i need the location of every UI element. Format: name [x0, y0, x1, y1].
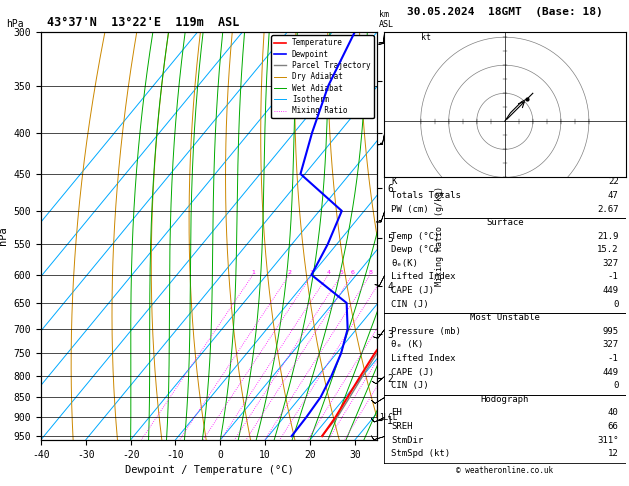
Y-axis label: hPa: hPa: [0, 226, 8, 245]
Text: 327: 327: [603, 259, 618, 268]
Y-axis label: Mixing Ratio  (g/kg): Mixing Ratio (g/kg): [435, 186, 443, 286]
Text: PW (cm): PW (cm): [391, 205, 428, 213]
Text: 47: 47: [608, 191, 618, 200]
Text: hPa: hPa: [6, 19, 24, 29]
Text: -1: -1: [608, 273, 618, 281]
Text: -1: -1: [608, 354, 618, 363]
Text: Pressure (mb): Pressure (mb): [391, 327, 461, 336]
Text: CIN (J): CIN (J): [391, 381, 428, 390]
Text: 2: 2: [287, 270, 291, 275]
Text: 5: 5: [340, 270, 343, 275]
Text: Temp (°C): Temp (°C): [391, 232, 439, 241]
Text: 0: 0: [613, 300, 618, 309]
Text: 8: 8: [368, 270, 372, 275]
Text: 2.67: 2.67: [597, 205, 618, 213]
Text: 22: 22: [608, 177, 618, 187]
Text: 327: 327: [603, 340, 618, 349]
Text: 40: 40: [608, 408, 618, 417]
Text: Most Unstable: Most Unstable: [470, 313, 540, 322]
Text: 1: 1: [251, 270, 255, 275]
Text: 0: 0: [613, 381, 618, 390]
Text: 449: 449: [603, 367, 618, 377]
Text: © weatheronline.co.uk: © weatheronline.co.uk: [456, 466, 554, 475]
Text: θₑ(K): θₑ(K): [391, 259, 418, 268]
Text: EH: EH: [391, 408, 402, 417]
Text: 3: 3: [309, 270, 314, 275]
Text: StmDir: StmDir: [391, 435, 423, 445]
Text: StmSpd (kt): StmSpd (kt): [391, 449, 450, 458]
Legend: Temperature, Dewpoint, Parcel Trajectory, Dry Adiabat, Wet Adiabat, Isotherm, Mi: Temperature, Dewpoint, Parcel Trajectory…: [271, 35, 374, 118]
Text: 995: 995: [603, 327, 618, 336]
Text: Lifted Index: Lifted Index: [391, 273, 455, 281]
Text: 12: 12: [608, 449, 618, 458]
X-axis label: Dewpoint / Temperature (°C): Dewpoint / Temperature (°C): [125, 465, 294, 475]
Text: SREH: SREH: [391, 422, 413, 431]
Text: CIN (J): CIN (J): [391, 300, 428, 309]
Text: 1LCL: 1LCL: [379, 413, 398, 422]
Text: Surface: Surface: [486, 218, 523, 227]
Text: CAPE (J): CAPE (J): [391, 286, 434, 295]
Text: 6: 6: [350, 270, 354, 275]
Text: Lifted Index: Lifted Index: [391, 354, 455, 363]
Text: 449: 449: [603, 286, 618, 295]
Text: 43°37'N  13°22'E  119m  ASL: 43°37'N 13°22'E 119m ASL: [47, 16, 240, 29]
Text: km
ASL: km ASL: [379, 10, 394, 29]
Text: 30.05.2024  18GMT  (Base: 18): 30.05.2024 18GMT (Base: 18): [407, 7, 603, 17]
Text: θₑ (K): θₑ (K): [391, 340, 423, 349]
Text: 66: 66: [608, 422, 618, 431]
Text: Dewp (°C): Dewp (°C): [391, 245, 439, 254]
Text: 4: 4: [326, 270, 330, 275]
Text: kt: kt: [421, 33, 431, 42]
Text: 21.9: 21.9: [597, 232, 618, 241]
Text: CAPE (J): CAPE (J): [391, 367, 434, 377]
Text: 15.2: 15.2: [597, 245, 618, 254]
Text: Totals Totals: Totals Totals: [391, 191, 461, 200]
Text: K: K: [391, 177, 396, 187]
Text: Hodograph: Hodograph: [481, 395, 529, 404]
Text: 311°: 311°: [597, 435, 618, 445]
